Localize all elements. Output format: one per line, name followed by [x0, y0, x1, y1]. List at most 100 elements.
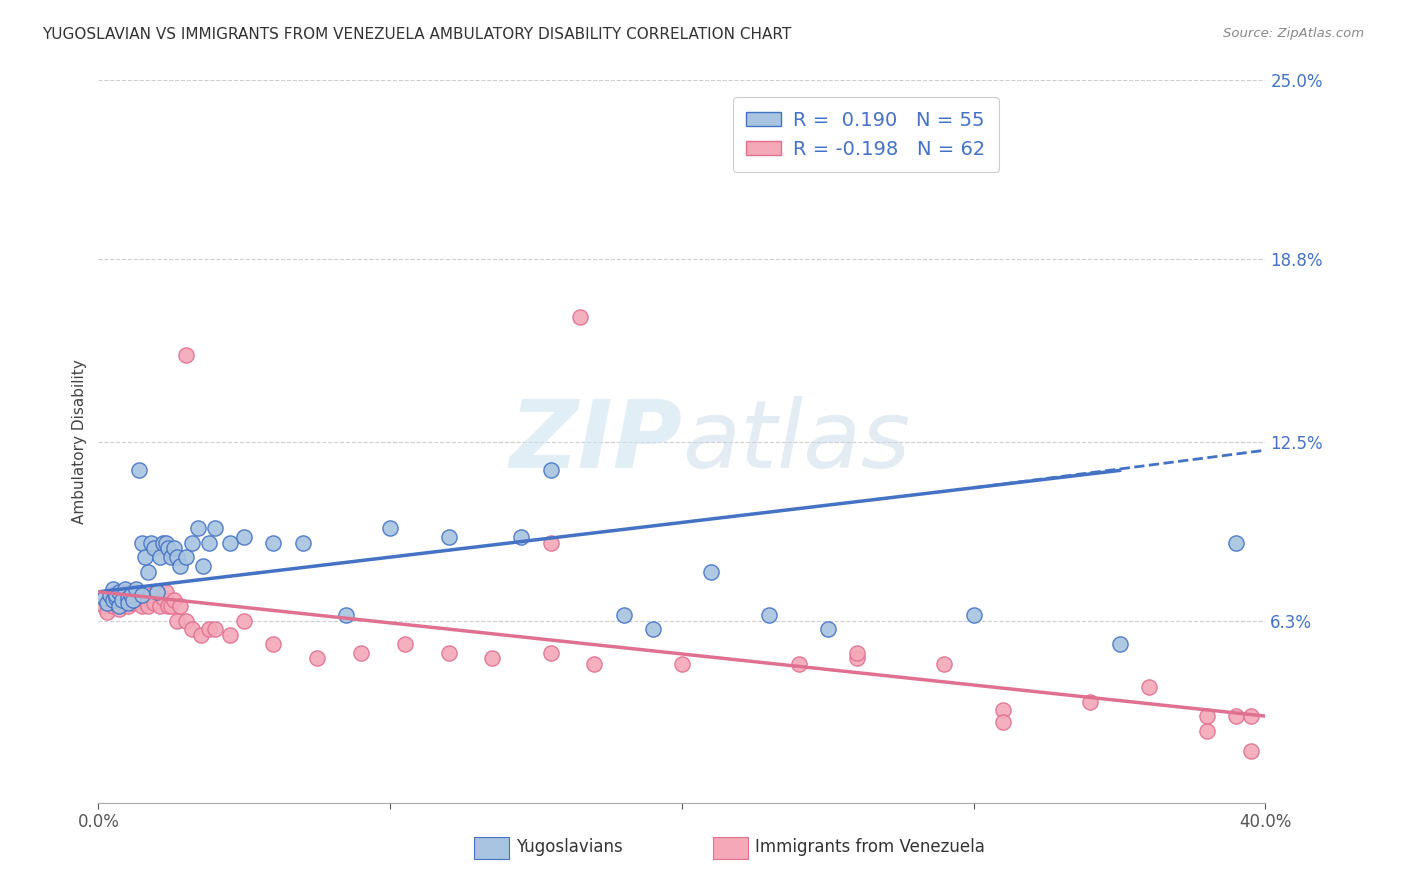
Point	[169, 599, 191, 614]
Point	[101, 593, 124, 607]
Point	[136, 599, 159, 614]
Point	[540, 463, 562, 477]
Point	[108, 584, 131, 599]
Legend: R =  0.190   N = 55, R = -0.198   N = 62: R = 0.190 N = 55, R = -0.198 N = 62	[733, 97, 998, 172]
Point	[146, 584, 169, 599]
Point	[128, 463, 150, 477]
Point	[262, 637, 284, 651]
Point	[122, 593, 145, 607]
Point	[1195, 723, 1218, 738]
Point	[122, 596, 145, 610]
Text: ZIP: ZIP	[509, 395, 682, 488]
Point	[612, 607, 634, 622]
Point	[155, 535, 177, 549]
Point	[510, 530, 533, 544]
Point	[846, 651, 869, 665]
Point	[817, 623, 839, 637]
Point	[991, 703, 1014, 717]
Point	[152, 591, 174, 605]
Point	[131, 599, 153, 614]
Point	[149, 550, 172, 565]
Point	[128, 593, 150, 607]
Text: Yugoslavians: Yugoslavians	[516, 838, 623, 856]
Point	[101, 588, 124, 602]
Point	[114, 582, 136, 596]
Point	[481, 651, 503, 665]
Point	[174, 348, 197, 362]
Y-axis label: Ambulatory Disability: Ambulatory Disability	[72, 359, 87, 524]
Point	[142, 541, 165, 556]
Point	[1240, 744, 1263, 758]
Point	[120, 588, 142, 602]
Point	[101, 582, 124, 596]
Point	[190, 628, 212, 642]
Point	[218, 535, 240, 549]
Point	[437, 530, 460, 544]
Point	[125, 584, 148, 599]
Point	[291, 535, 314, 549]
Text: atlas: atlas	[682, 396, 910, 487]
Point	[136, 565, 159, 579]
Point	[394, 637, 416, 651]
Point	[641, 623, 664, 637]
Point	[108, 602, 131, 616]
Point	[149, 599, 172, 614]
Point	[139, 535, 162, 549]
Point	[117, 599, 139, 614]
Point	[174, 550, 197, 565]
Point	[163, 541, 186, 556]
Point	[934, 657, 956, 671]
Point	[540, 646, 562, 660]
Point	[174, 614, 197, 628]
Point	[98, 593, 121, 607]
Point	[157, 599, 180, 614]
Point	[117, 591, 139, 605]
Point	[104, 588, 127, 602]
Point	[437, 646, 460, 660]
Point	[131, 588, 153, 602]
Point	[1225, 535, 1247, 549]
Point	[1108, 637, 1130, 651]
Point	[568, 310, 591, 325]
Point	[846, 646, 869, 660]
Point	[350, 646, 373, 660]
Point	[114, 584, 136, 599]
Point	[155, 584, 177, 599]
Point	[160, 550, 183, 565]
Point	[204, 521, 226, 535]
Point	[166, 614, 188, 628]
Point	[163, 593, 186, 607]
Point	[169, 558, 191, 573]
Point	[131, 535, 153, 549]
Text: YUGOSLAVIAN VS IMMIGRANTS FROM VENEZUELA AMBULATORY DISABILITY CORRELATION CHART: YUGOSLAVIAN VS IMMIGRANTS FROM VENEZUELA…	[42, 27, 792, 42]
Point	[380, 521, 402, 535]
Text: Immigrants from Venezuela: Immigrants from Venezuela	[755, 838, 984, 856]
Point	[671, 657, 693, 671]
Point	[93, 591, 115, 605]
Point	[111, 593, 134, 607]
Point	[307, 651, 329, 665]
Point	[117, 596, 139, 610]
Point	[93, 599, 115, 614]
Point	[198, 535, 221, 549]
Point	[142, 596, 165, 610]
Point	[134, 550, 156, 565]
Point	[1195, 709, 1218, 723]
Point	[262, 535, 284, 549]
Point	[187, 521, 209, 535]
Point	[146, 584, 169, 599]
Point	[204, 623, 226, 637]
Point	[98, 588, 121, 602]
Point	[180, 535, 202, 549]
Point	[540, 535, 562, 549]
Point	[166, 550, 188, 565]
Point	[700, 565, 723, 579]
Point	[180, 623, 202, 637]
Point	[111, 596, 134, 610]
Point	[583, 657, 606, 671]
Point	[160, 599, 183, 614]
Point	[101, 599, 124, 614]
Point	[134, 593, 156, 607]
Point	[198, 623, 221, 637]
Point	[787, 657, 810, 671]
